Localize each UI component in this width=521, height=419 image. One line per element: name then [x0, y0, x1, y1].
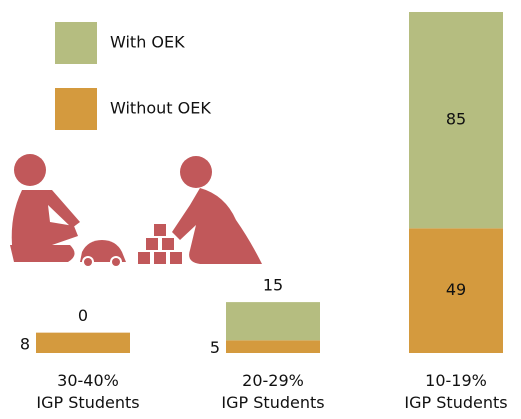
- legend-label: Without OEK: [110, 99, 211, 118]
- category-label: 10-19% IGP Students: [376, 370, 521, 414]
- value-label: 49: [446, 280, 466, 299]
- infographic: With OEK Without OEK 8 0 5 15 49 85 30-40% IGP …: [0, 0, 521, 419]
- legend-swatch: [55, 88, 97, 130]
- bar-segment: [226, 340, 320, 353]
- value-label: 8: [20, 334, 30, 353]
- chart: With OEK Without OEK 8 0 5 15 49 85: [0, 0, 521, 419]
- value-label: 15: [263, 276, 283, 295]
- value-label: 5: [210, 338, 220, 357]
- kids-illustration: [10, 154, 262, 268]
- category-label: 20-29% IGP Students: [193, 370, 353, 414]
- bar-segment: [36, 333, 130, 353]
- value-label: 0: [78, 306, 88, 325]
- value-label: 85: [446, 110, 466, 129]
- legend-label: With OEK: [110, 33, 185, 52]
- category-label: 30-40% IGP Students: [8, 370, 168, 414]
- bar-segment: [226, 302, 320, 340]
- legend-swatch: [55, 22, 97, 64]
